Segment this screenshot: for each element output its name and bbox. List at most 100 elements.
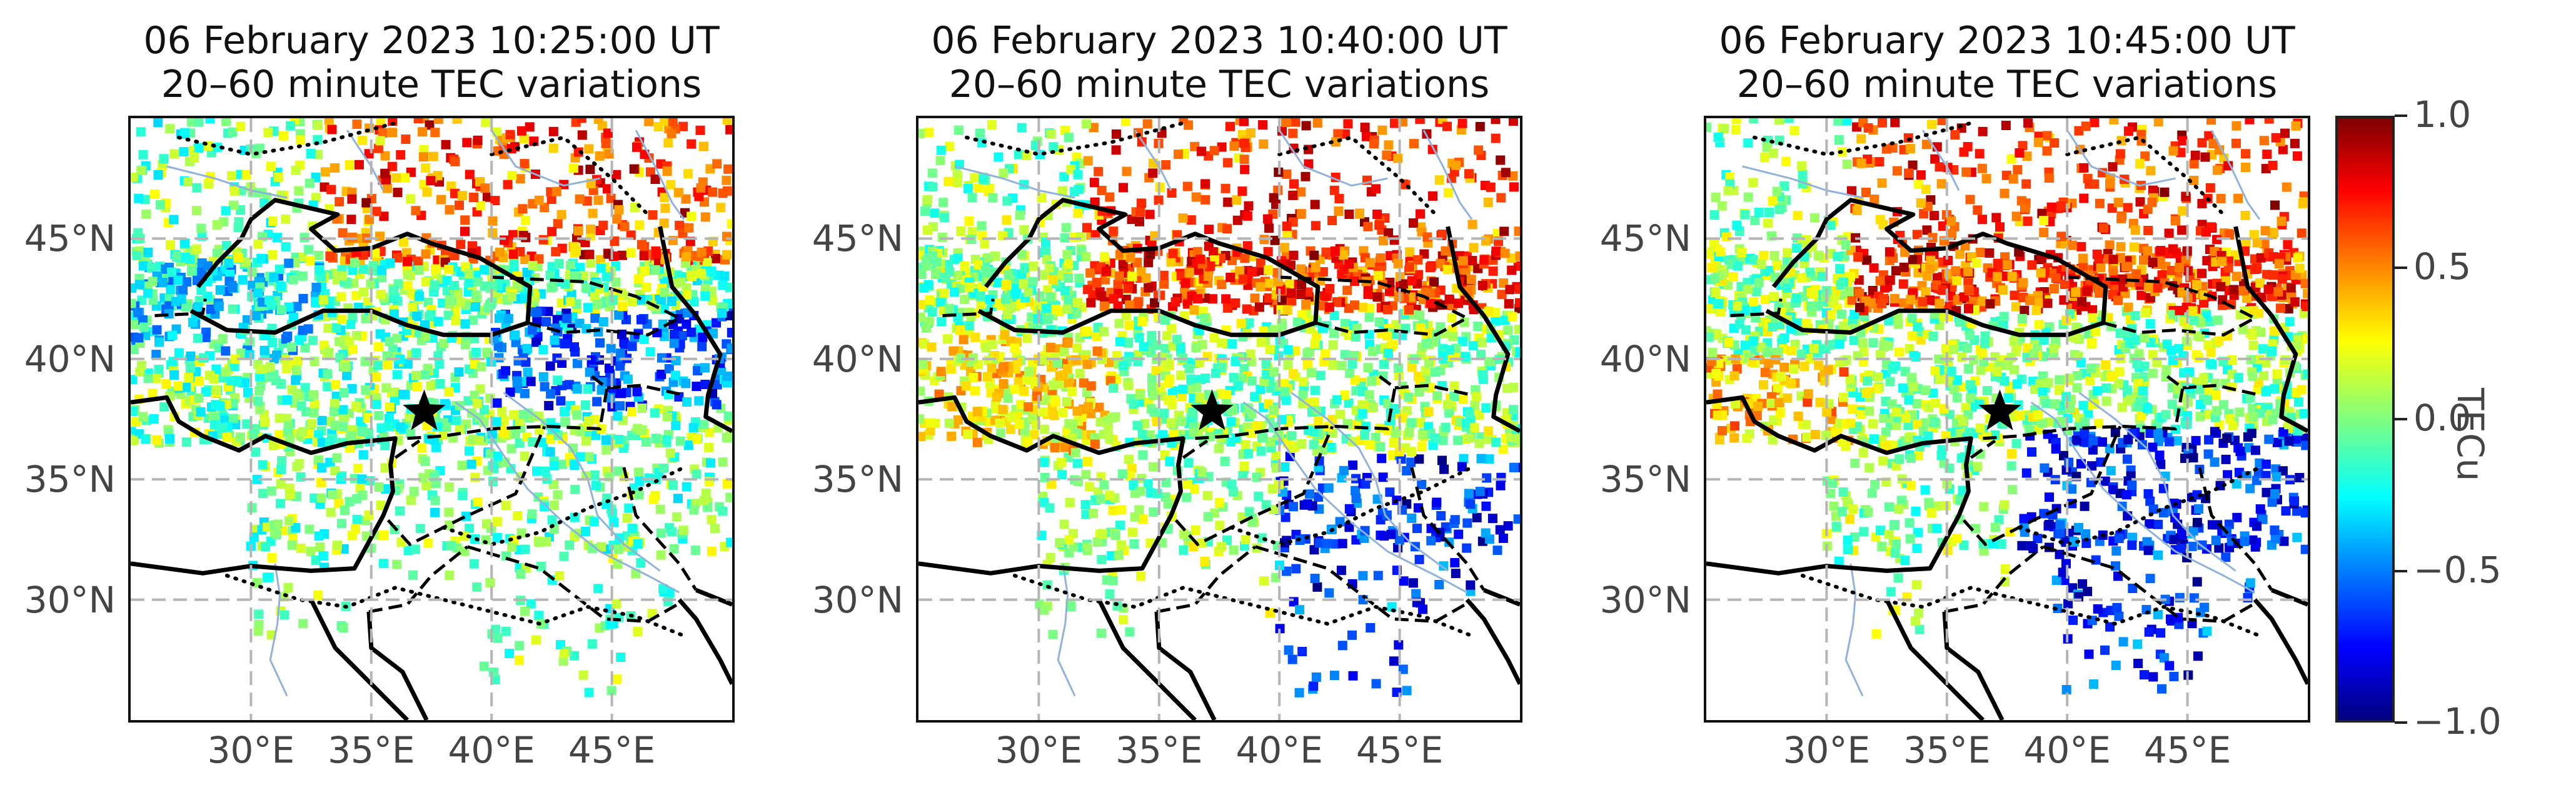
tec-point [532, 466, 541, 476]
tec-point [689, 297, 699, 307]
tec-point [1084, 402, 1094, 412]
tec-point [311, 283, 321, 292]
tec-point [1362, 131, 1371, 141]
tec-point [1975, 149, 1985, 159]
tec-point [1482, 473, 1492, 483]
tec-point [564, 380, 574, 390]
tec-point [166, 240, 175, 250]
tec-point [718, 188, 728, 198]
tec-point [1383, 399, 1393, 409]
tec-point [1024, 287, 1034, 297]
tec-point [1394, 640, 1404, 650]
tec-point [2110, 427, 2120, 437]
tec-point [252, 474, 262, 484]
tec-point [1159, 409, 1169, 419]
tec-point [1347, 359, 1357, 369]
tec-point [365, 215, 374, 225]
tec-point [556, 396, 566, 406]
tec-point [356, 417, 366, 427]
tec-point [221, 240, 231, 250]
panel-2-title-line1: 06 February 2023 10:40:00 UT [931, 19, 1507, 63]
tec-point [450, 281, 460, 290]
tec-point [1010, 384, 1020, 394]
tec-point [444, 507, 454, 517]
tec-point [1483, 434, 1493, 444]
tec-point [326, 507, 336, 517]
tec-point [1256, 446, 1266, 456]
tec-point [2105, 240, 2115, 250]
tec-point [1129, 539, 1139, 549]
tec-point [1497, 290, 1507, 300]
tec-point [1175, 342, 1185, 352]
tec-point [598, 317, 608, 327]
tec-point [1001, 280, 1011, 290]
tec-point [1462, 518, 1472, 528]
tec-point [2223, 470, 2233, 480]
tec-point [164, 434, 174, 444]
tec-point [1429, 277, 1439, 287]
tec-point [1125, 627, 1135, 637]
tec-point [291, 165, 301, 175]
tec-point [992, 392, 1002, 402]
tec-point [1089, 178, 1099, 188]
tec-point [1303, 287, 1313, 297]
tec-point [266, 372, 276, 382]
tec-point [1097, 628, 1106, 638]
tec-point [1184, 458, 1194, 468]
tec-point [1413, 503, 1423, 513]
tec-point [1144, 283, 1154, 293]
tec-point [451, 415, 461, 425]
tec-point [931, 270, 940, 280]
tec-point [692, 382, 702, 392]
tec-point [151, 350, 161, 360]
tec-point [568, 163, 578, 173]
tec-point [2100, 476, 2110, 486]
tec-point [307, 419, 317, 429]
tec-point [430, 495, 440, 505]
tec-point [269, 353, 279, 363]
tec-point [722, 118, 732, 125]
border-line [1410, 467, 1486, 591]
tec-point [172, 250, 182, 260]
tec-point [1074, 273, 1084, 283]
tec-point [154, 337, 164, 347]
tec-point [1466, 499, 1476, 509]
tec-point [584, 144, 594, 154]
tec-point [1829, 501, 1839, 511]
tec-point [1050, 443, 1060, 452]
tec-point [1255, 282, 1265, 292]
tec-point [2292, 532, 2302, 542]
tec-point [1263, 246, 1273, 256]
tec-point [500, 235, 509, 245]
tec-point [1239, 363, 1249, 373]
tec-point [182, 277, 192, 287]
tec-point [1057, 457, 1066, 467]
tec-point [1471, 392, 1481, 402]
tec-point [1282, 221, 1292, 231]
tec-point [1085, 482, 1095, 492]
tec-point [1006, 424, 1015, 434]
tec-point [1064, 133, 1074, 143]
tec-point [999, 362, 1009, 372]
tec-point [291, 365, 301, 375]
tec-point [408, 302, 418, 312]
tec-point [1384, 140, 1394, 150]
tec-point [1105, 490, 1115, 500]
tec-point [251, 311, 261, 321]
tec-point [1858, 338, 1868, 348]
panel-1-tec-points [131, 118, 732, 698]
tec-point [180, 128, 190, 138]
tec-point [580, 400, 590, 410]
tec-point [184, 373, 194, 382]
tec-point [314, 455, 323, 465]
coastline [695, 587, 732, 607]
tec-point [525, 122, 535, 132]
tec-point [509, 410, 519, 420]
tec-point [2061, 685, 2071, 694]
tec-point [1369, 139, 1379, 149]
tec-point [1082, 223, 1092, 233]
tec-point [194, 118, 204, 127]
tec-point [1503, 325, 1513, 335]
tec-point [541, 537, 551, 547]
tec-point [1164, 378, 1174, 388]
